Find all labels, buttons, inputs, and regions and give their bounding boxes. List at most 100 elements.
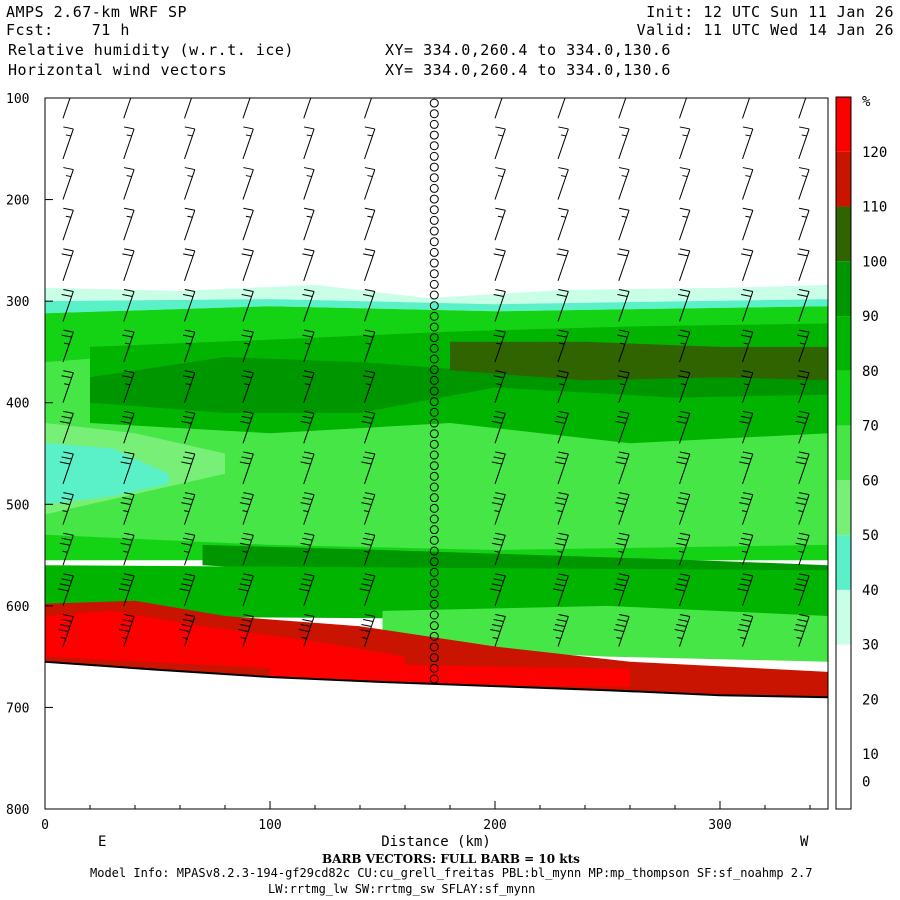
barb-flag xyxy=(184,451,195,455)
colorbar-bin xyxy=(836,316,851,371)
barb-half-flag xyxy=(741,510,748,513)
barb-flag xyxy=(742,573,753,577)
barb-flag xyxy=(363,334,374,338)
calm-wind-marker xyxy=(429,525,439,535)
barb-flag xyxy=(553,588,564,592)
barb-flag xyxy=(303,370,315,374)
barb-half-flag xyxy=(303,550,309,553)
barb-half-flag xyxy=(126,134,132,137)
calm-wind-marker xyxy=(429,621,439,631)
barb-shaft xyxy=(184,210,196,241)
barb-flag xyxy=(495,126,506,130)
barb-half-flag xyxy=(307,94,312,95)
barb-half-flag xyxy=(127,94,132,95)
barb-flag xyxy=(63,370,74,374)
calm-wind-marker xyxy=(429,557,439,567)
barb-flag xyxy=(59,502,70,506)
barb-shaft xyxy=(557,169,569,200)
barb-half-flag xyxy=(682,215,688,218)
barb-flag xyxy=(618,410,630,414)
calm-wind-marker xyxy=(429,471,439,481)
chart-title: AMPS 2.67-km WRF SP xyxy=(6,3,188,21)
barb-flag xyxy=(797,497,808,501)
barb-flag xyxy=(63,207,74,211)
barb-shaft xyxy=(242,210,254,241)
barb-flag xyxy=(61,293,72,297)
barb-flag xyxy=(61,456,72,460)
barb-flag xyxy=(613,588,625,592)
barb-flag xyxy=(181,623,192,627)
barb-flag xyxy=(359,588,370,592)
wind-barbs xyxy=(58,94,810,684)
calm-wind-marker xyxy=(429,674,439,684)
barb-flag xyxy=(364,207,375,211)
barb-flag xyxy=(679,167,690,171)
barb-flag xyxy=(679,573,690,577)
calm-wind-marker xyxy=(429,205,439,215)
barb-flag xyxy=(243,410,254,414)
barb-half-flag xyxy=(124,342,131,345)
barb-flag xyxy=(181,542,192,546)
barb-flag xyxy=(239,420,250,424)
barb-half-flag xyxy=(242,510,248,513)
barb-flag xyxy=(241,334,252,338)
barb-half-flag xyxy=(121,636,127,639)
barb-flag xyxy=(798,451,810,455)
barb-shaft xyxy=(557,210,569,241)
barb-shaft xyxy=(303,128,315,160)
barb-flag xyxy=(618,288,630,292)
barb-half-flag xyxy=(126,175,132,178)
barb-shaft xyxy=(742,128,754,160)
barb-flag xyxy=(58,588,69,592)
calm-wind-marker xyxy=(429,599,439,609)
calm-wind-marker xyxy=(429,578,439,588)
barb-half-flag xyxy=(367,94,372,95)
barb-half-flag xyxy=(65,215,72,218)
barb-shaft xyxy=(123,128,135,160)
barb-half-flag xyxy=(745,175,751,178)
colorbar-label: 20 xyxy=(862,692,879,708)
barb-flag xyxy=(243,248,254,252)
barb-shaft xyxy=(494,210,506,241)
barb-flag xyxy=(553,628,564,632)
barb-flag xyxy=(615,623,626,627)
barb-flag xyxy=(184,288,195,292)
colorbar-bin xyxy=(836,589,851,645)
barb-flag xyxy=(798,248,810,252)
barb-flag xyxy=(243,613,254,617)
barb-flag xyxy=(122,578,133,582)
calm-wind-marker xyxy=(429,301,439,311)
barb-flag xyxy=(493,293,504,297)
barb-flag xyxy=(495,370,506,374)
barb-flag xyxy=(181,461,192,465)
barb-flag xyxy=(239,583,250,587)
barb-flag xyxy=(122,334,133,338)
barb-flag xyxy=(363,253,374,257)
barb-flag xyxy=(184,613,195,617)
barb-flag xyxy=(797,456,808,460)
barb-half-flag xyxy=(621,134,627,137)
barb-half-flag xyxy=(182,636,188,639)
barb-flag xyxy=(676,502,687,506)
barb-flag xyxy=(238,628,249,632)
barb-half-flag xyxy=(123,510,129,513)
barb-flag xyxy=(617,578,628,582)
barb-flag xyxy=(179,588,190,592)
barb-flag xyxy=(679,532,690,536)
calm-wind-marker xyxy=(429,183,439,193)
calm-wind-marker xyxy=(429,269,439,279)
colorbar-bin xyxy=(836,699,851,755)
barb-flag xyxy=(618,167,630,171)
barb-half-flag xyxy=(187,175,193,178)
barb-half-flag xyxy=(561,94,566,95)
barb-half-flag xyxy=(304,342,311,345)
barb-shaft xyxy=(62,372,74,403)
barb-shaft xyxy=(242,98,251,119)
barb-flag xyxy=(490,588,501,592)
barb-flag xyxy=(363,578,374,582)
barb-half-flag xyxy=(799,383,806,386)
barb-note: BARB VECTORS: FULL BARB = 10 kts xyxy=(322,852,580,866)
calm-wind-marker xyxy=(429,386,439,396)
barb-flag xyxy=(676,623,687,627)
plot-frame xyxy=(44,97,829,810)
